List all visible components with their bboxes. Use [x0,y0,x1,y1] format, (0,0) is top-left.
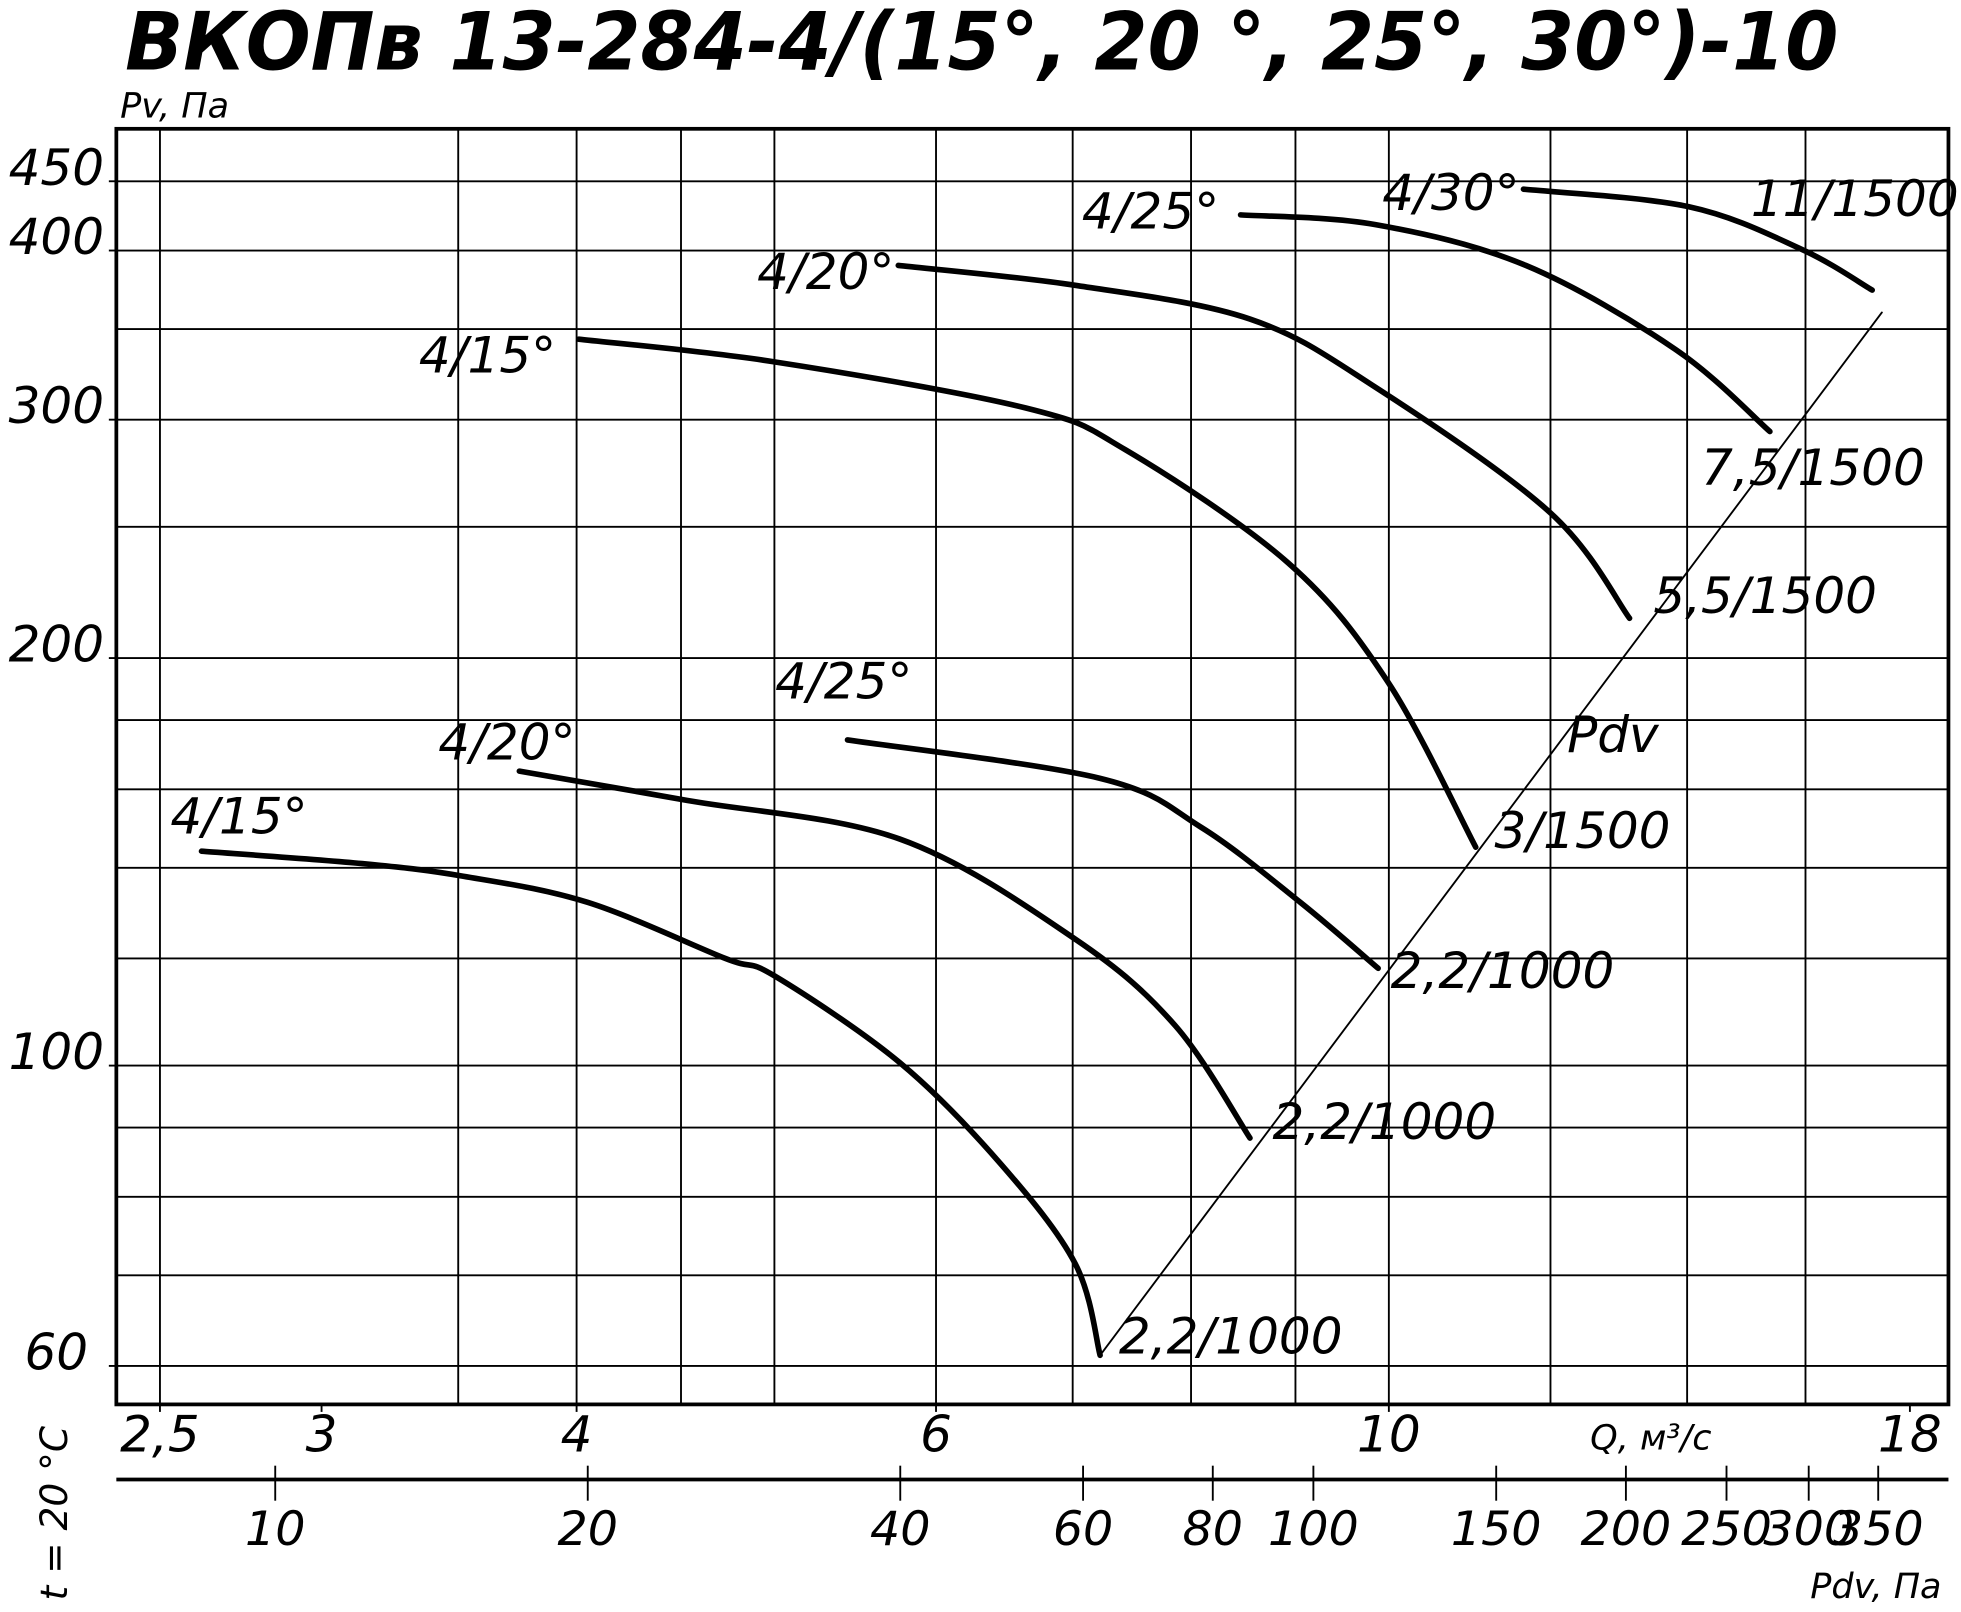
x-tick-label: 6 [920,1406,952,1464]
pdv-tick-label: 10 [245,1502,305,1557]
x-axis-label: Q, м³/с [1590,1418,1711,1458]
pdv-tick-label: 200 [1581,1502,1672,1557]
curve [1237,212,1773,435]
curve [516,768,1253,1141]
curve [575,336,1479,850]
y-tick-label: 200 [9,616,104,674]
motor-label: 3/1500 [1495,802,1671,860]
x-tick-label: 10 [1357,1406,1421,1464]
series-label: 4/15° [419,327,556,385]
pdv-tick-label: 60 [1053,1502,1113,1557]
pdv-tick-label: 100 [1268,1502,1359,1557]
series-label: 4/25° [775,652,912,710]
curve [198,848,1103,1359]
temperature-note: t = 20 °C [32,1425,76,1600]
y-tick-label: 300 [9,377,104,435]
motor-label: 2,2/1000 [1391,942,1615,1000]
pdv-tick-label: 300 [1763,1502,1854,1557]
y-tick-label: 400 [9,208,104,266]
y-tick-label: 100 [9,1023,104,1081]
motor-label: 2,2/1000 [1272,1093,1496,1151]
series-label: 4/25° [1082,182,1219,240]
curve [844,737,1381,972]
pdv-tick-label: 250 [1681,1502,1772,1557]
curve [895,262,1633,622]
series-label: 4/20° [438,714,575,772]
y-axis-label: Pv, Па [120,87,229,127]
curve [1520,186,1875,293]
x-tick-label: 18 [1878,1406,1942,1464]
motor-label: 2,2/1000 [1119,1308,1343,1366]
x-tick-label: 2,5 [120,1406,200,1464]
pdv-tick-label: 150 [1451,1502,1542,1557]
motor-label: 11/1500 [1751,170,1959,228]
plot-frame [114,126,1951,1407]
pdv-tick-label: 20 [558,1502,618,1557]
x-tick-label: 3 [306,1406,338,1464]
pdv-axis-label: Pdv, Па [1810,1567,1941,1607]
series-label: 4/15° [170,787,307,845]
series-label: 4/20° [757,243,894,301]
chart-title: ВКОПв 13-284-4/(15°, 20 °, 25°, 30°)-10 [125,0,1838,88]
y-tick-label: 60 [24,1323,88,1381]
pdv-tick-label: 350 [1833,1502,1924,1557]
pdv-line [1099,311,1883,1357]
y-tick-label: 450 [9,139,104,197]
motor-label: 7,5/1500 [1701,439,1925,497]
series-label: Pdv [1567,706,1660,764]
x-tick-label: 4 [561,1406,593,1464]
pdv-tick-label: 40 [870,1502,930,1557]
series-label: 4/30° [1382,164,1519,222]
pdv-tick-label: 80 [1183,1502,1243,1557]
motor-label: 5,5/1500 [1653,567,1877,625]
